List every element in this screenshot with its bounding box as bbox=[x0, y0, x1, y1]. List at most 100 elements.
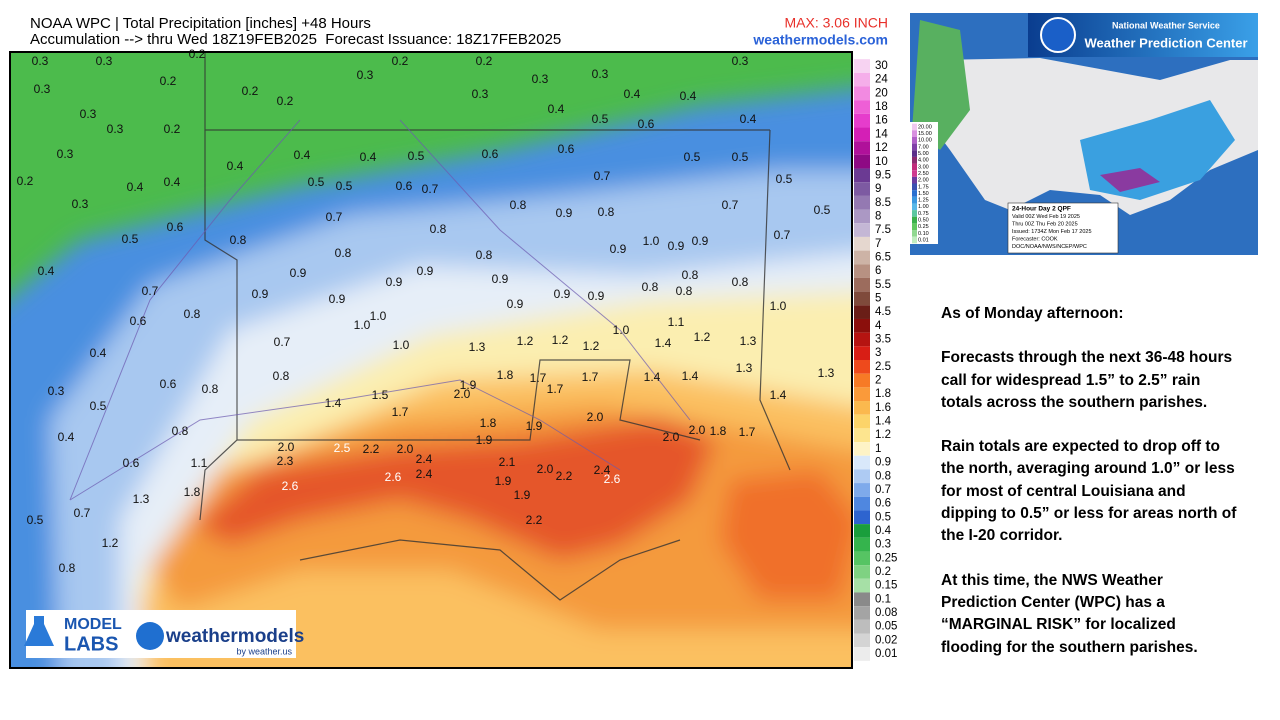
map-label: 0.9 bbox=[290, 266, 307, 280]
map-label: 0.8 bbox=[59, 561, 76, 575]
map-label: 1.9 bbox=[526, 419, 543, 433]
highway bbox=[69, 379, 621, 501]
scale-swatch bbox=[854, 360, 870, 374]
map-label: 1.7 bbox=[530, 371, 547, 385]
map-label: 0.3 bbox=[357, 68, 374, 82]
map-label: 1.5 bbox=[372, 388, 389, 402]
border bbox=[759, 129, 791, 471]
map-label: 2.6 bbox=[604, 472, 621, 486]
map-label: 1.9 bbox=[476, 433, 493, 447]
inset-swatch bbox=[912, 216, 917, 224]
inset-legend-label: 1.25 bbox=[918, 198, 929, 204]
note-paragraph: At this time, the NWS Weather Prediction… bbox=[941, 571, 1198, 656]
scale-label: 7.5 bbox=[875, 224, 891, 236]
inset-legend-label: 1.50 bbox=[918, 191, 929, 197]
scale-label: 0.4 bbox=[875, 525, 892, 537]
inset-legend-label: 0.75 bbox=[918, 211, 929, 217]
map-label: 0.9 bbox=[554, 287, 571, 301]
map-label: 1.3 bbox=[818, 366, 835, 380]
map-label: 0.8 bbox=[230, 233, 247, 247]
inset-swatch bbox=[912, 236, 917, 244]
scale-swatch bbox=[854, 346, 870, 360]
map-label: 0.7 bbox=[142, 284, 159, 298]
scale-label: 4 bbox=[875, 320, 882, 332]
inset-swatch bbox=[912, 163, 917, 171]
map-label: 0.3 bbox=[472, 87, 489, 101]
map-label: 2.0 bbox=[663, 430, 680, 444]
map-label: 0.3 bbox=[592, 67, 609, 81]
inset-info-line: Thru 00Z Thu Feb 20 2025 bbox=[1012, 221, 1078, 227]
map-label: 0.2 bbox=[164, 122, 181, 136]
scale-swatch bbox=[854, 428, 870, 443]
map-label: 1.7 bbox=[547, 382, 564, 396]
logo-by: by weather.us bbox=[236, 646, 292, 656]
inset-swatch bbox=[912, 183, 917, 191]
map-label: 0.5 bbox=[408, 149, 425, 163]
inset-swatch bbox=[912, 190, 917, 197]
scale-swatch bbox=[854, 647, 870, 661]
scale-swatch bbox=[854, 510, 870, 525]
scale-swatch bbox=[854, 332, 870, 347]
map-label: 0.8 bbox=[676, 284, 693, 298]
map-label: 1.7 bbox=[739, 425, 756, 439]
map-label: 0.5 bbox=[776, 172, 793, 186]
scale-swatch bbox=[854, 59, 870, 73]
map-label: 0.6 bbox=[160, 377, 177, 391]
map-label: 0.5 bbox=[732, 150, 749, 164]
logo-box: MODEL LABS weathermodels by weather.us bbox=[24, 610, 304, 658]
scale-swatch bbox=[854, 537, 870, 552]
logo-brand: weathermodels bbox=[165, 626, 304, 647]
map-label: 1.7 bbox=[582, 370, 599, 384]
map-label: 0.4 bbox=[360, 150, 377, 164]
scale-label: 1.4 bbox=[875, 416, 892, 428]
border bbox=[199, 130, 238, 521]
scale-swatch bbox=[854, 619, 870, 634]
inset-legend-label: 0.10 bbox=[918, 231, 929, 237]
map-label: 0.9 bbox=[329, 292, 346, 306]
map-label: 1.0 bbox=[370, 309, 387, 323]
inset-center: Weather Prediction Center bbox=[1084, 35, 1247, 50]
inset-legend-label: 0.50 bbox=[918, 218, 929, 224]
inset-swatch bbox=[912, 230, 917, 237]
map-label: 0.3 bbox=[34, 82, 51, 96]
inset-legend-label: 7.00 bbox=[918, 144, 929, 150]
scale-swatch bbox=[854, 264, 870, 278]
highways bbox=[69, 119, 691, 501]
inset-swatch bbox=[912, 143, 917, 151]
precip-field bbox=[10, 52, 852, 668]
scale-swatch bbox=[854, 291, 870, 306]
scale-swatch bbox=[854, 154, 870, 169]
scale-swatch bbox=[854, 113, 870, 128]
map-frame bbox=[9, 51, 853, 669]
map-label: 0.7 bbox=[774, 228, 791, 242]
map-label: 0.7 bbox=[326, 210, 343, 224]
map-label: 1.0 bbox=[354, 318, 371, 332]
color-scale: 30242018161412109.598.587.576.565.554.54… bbox=[854, 59, 897, 661]
map-label: 0.8 bbox=[430, 222, 447, 236]
map-label: 2.2 bbox=[526, 513, 543, 527]
scale-swatch bbox=[854, 305, 870, 319]
map-label: 1.0 bbox=[393, 338, 410, 352]
logo-model: MODEL bbox=[64, 616, 122, 633]
map-label: 0.7 bbox=[722, 198, 739, 212]
inset-swatch bbox=[912, 223, 917, 231]
scale-swatch bbox=[854, 141, 870, 155]
map-label: 1.8 bbox=[710, 424, 727, 438]
scale-label: 3.5 bbox=[875, 334, 891, 346]
note-paragraph: As of Monday afternoon: bbox=[941, 305, 1124, 322]
scale-label: 0.3 bbox=[875, 539, 891, 551]
map-label: 0.2 bbox=[242, 84, 259, 98]
inset-info-line: 24-Hour Day 2 QPF bbox=[1012, 206, 1071, 213]
inset-swatch bbox=[912, 196, 917, 204]
map-label: 0.3 bbox=[48, 384, 65, 398]
scale-swatch bbox=[854, 578, 870, 593]
map-label: 0.4 bbox=[680, 89, 697, 103]
map-label: 1.4 bbox=[644, 370, 661, 384]
map-label: 0.5 bbox=[90, 399, 107, 413]
map-label: 2.0 bbox=[397, 442, 414, 456]
highway bbox=[399, 119, 691, 421]
inset-swatch bbox=[912, 123, 917, 131]
scale-label: 0.5 bbox=[875, 511, 891, 523]
